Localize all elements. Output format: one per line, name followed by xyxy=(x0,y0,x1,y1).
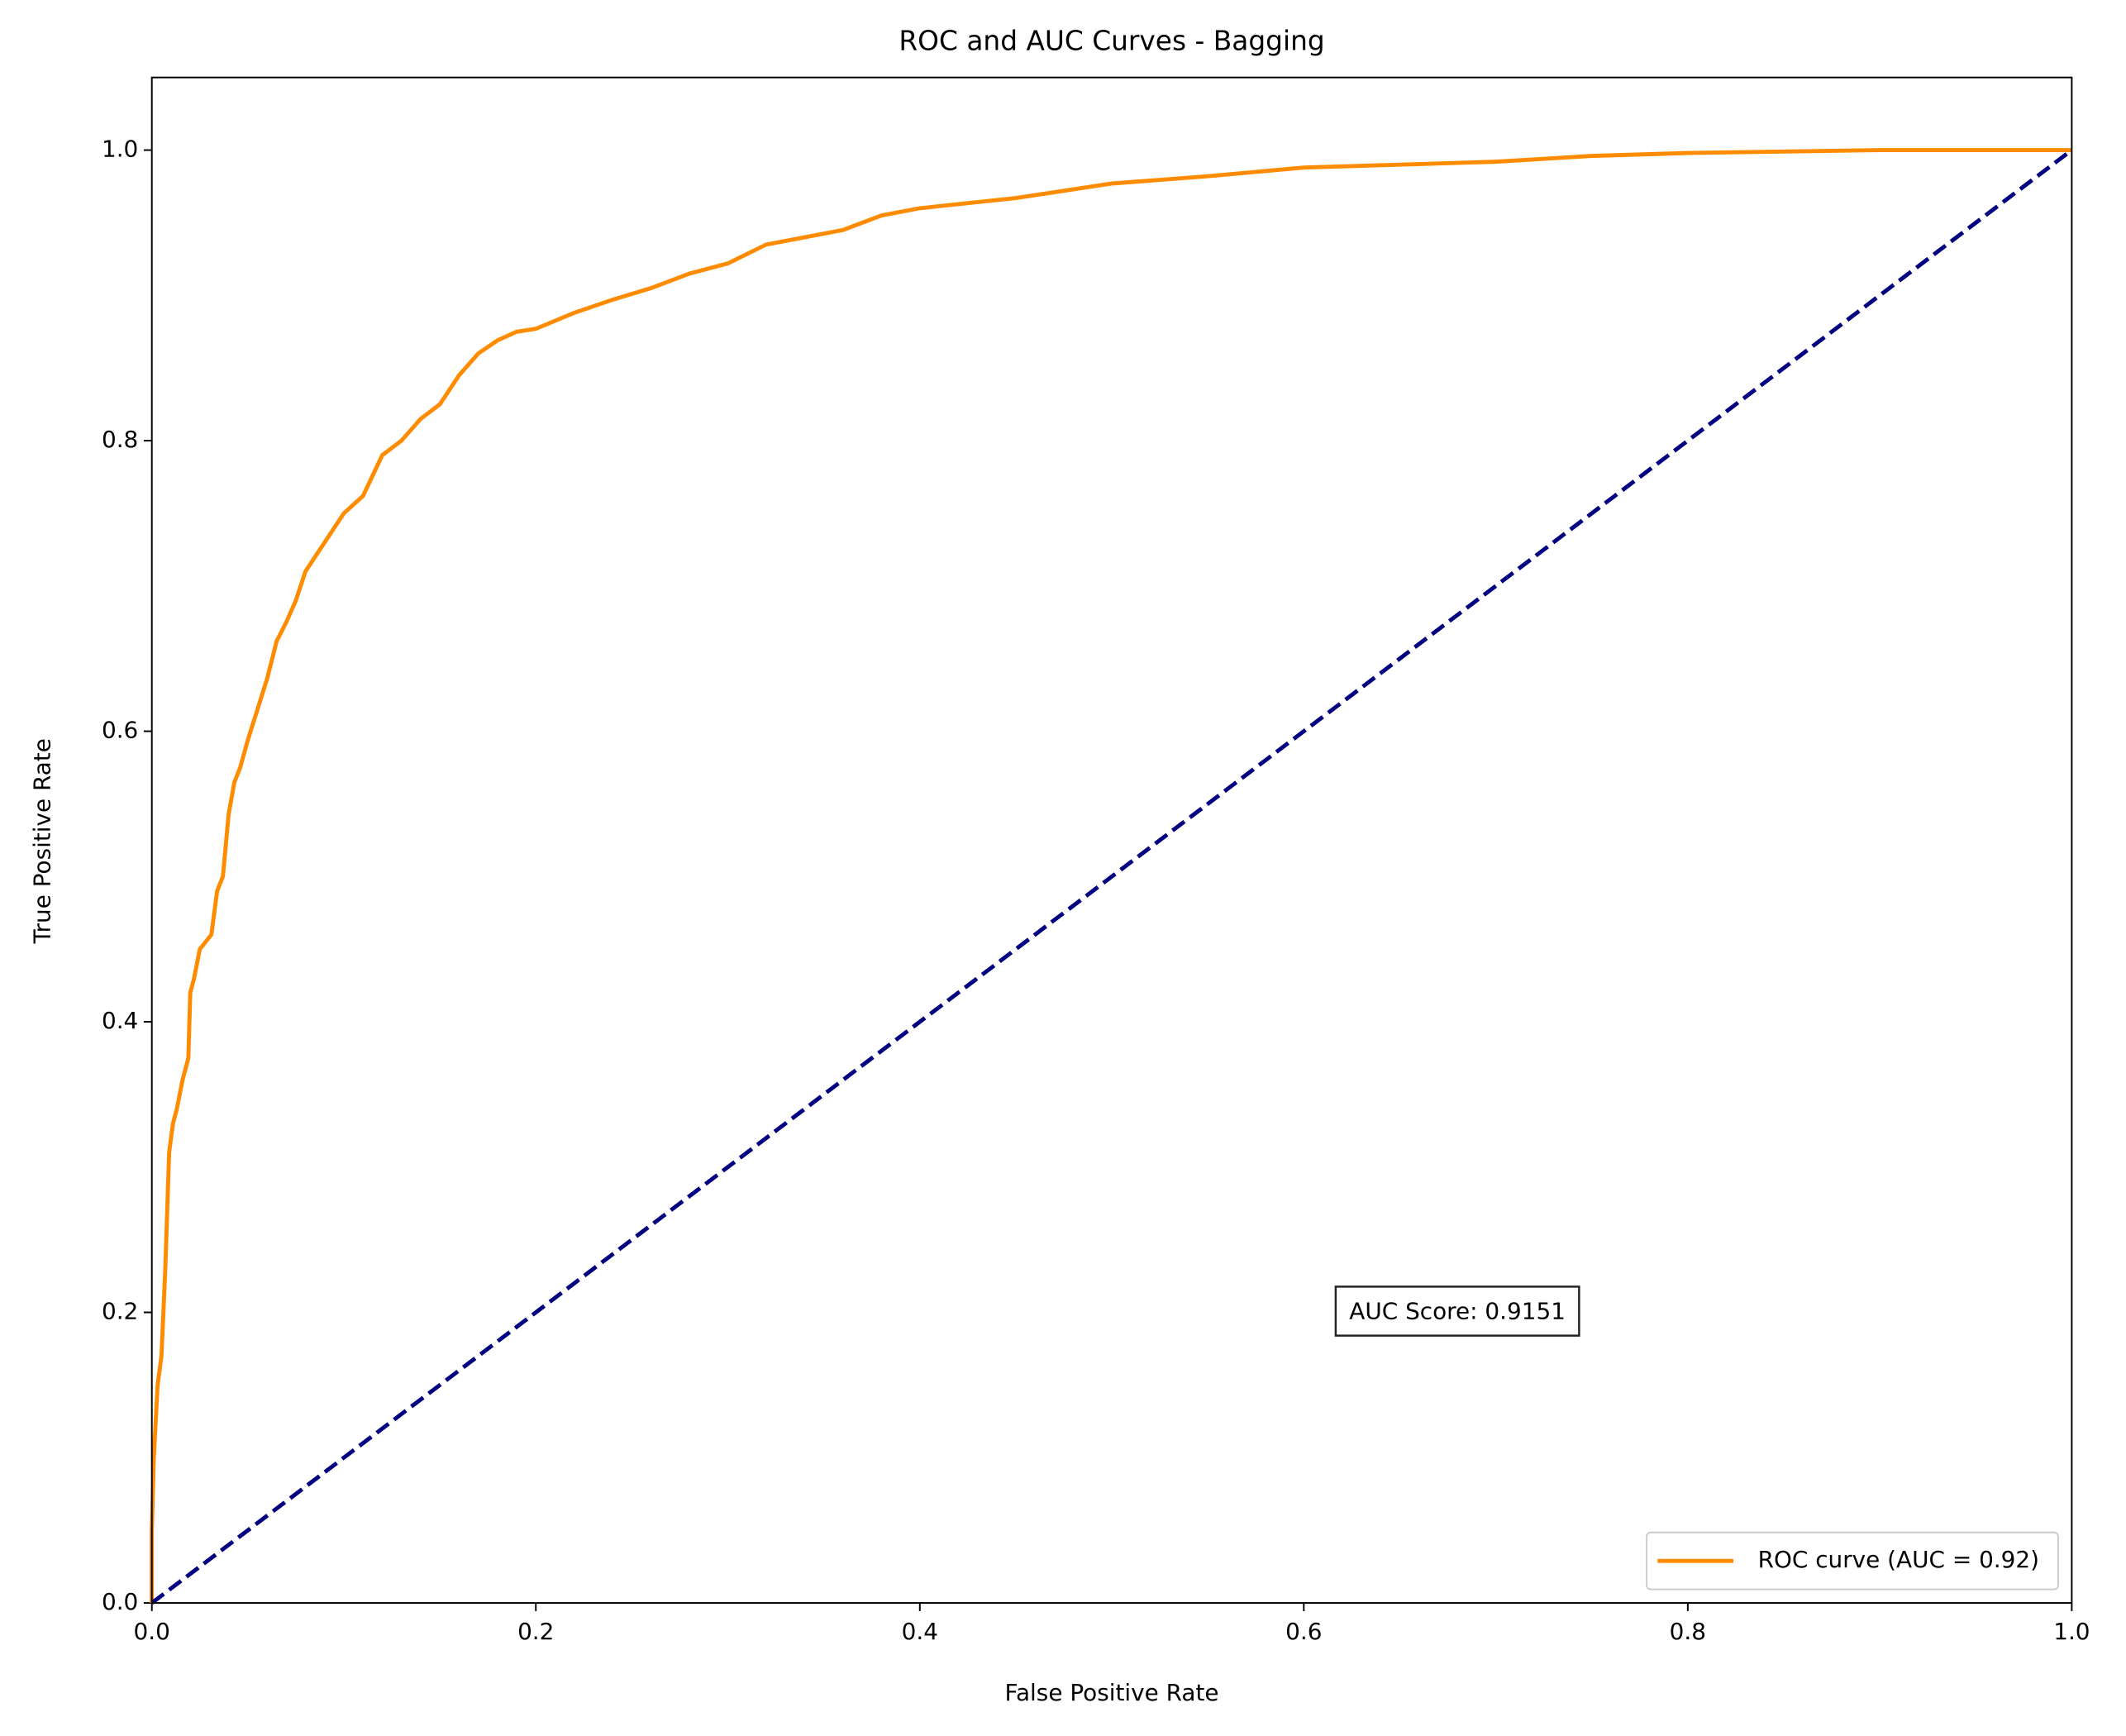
annotation-box xyxy=(1334,1285,1580,1337)
legend-label: ROC curve (AUC = 0.92) xyxy=(1758,1546,2039,1573)
y-axis-label: True Positive Rate xyxy=(28,738,55,944)
x-tick-label: 0.6 xyxy=(1285,1618,1322,1645)
plot-frame xyxy=(150,76,2073,1605)
line-series xyxy=(150,148,2073,1605)
y-tick-label: 0.4 xyxy=(102,1007,138,1034)
x-tick-label: 0.4 xyxy=(902,1618,938,1645)
x-tick-label: 0.0 xyxy=(134,1618,170,1645)
x-tick-label: 0.8 xyxy=(1670,1618,1706,1645)
legend-box xyxy=(1646,1531,2059,1591)
y-tick-label: 0.0 xyxy=(102,1588,138,1615)
x-axis-label: False Positive Rate xyxy=(1005,1679,1219,1706)
annotation: AUC Score: 0.9151 xyxy=(1349,1298,1566,1325)
x-tick-label: 0.2 xyxy=(517,1618,554,1645)
y-tick-label: 1.0 xyxy=(102,136,138,163)
line-series xyxy=(150,148,2072,1604)
y-tick-label: 0.6 xyxy=(102,717,138,744)
chart-title: ROC and AUC Curves - Bagging xyxy=(899,26,1324,57)
x-tick-label: 1.0 xyxy=(2053,1618,2090,1645)
y-tick-label: 0.2 xyxy=(102,1298,138,1325)
y-tick-label: 0.8 xyxy=(102,426,138,453)
